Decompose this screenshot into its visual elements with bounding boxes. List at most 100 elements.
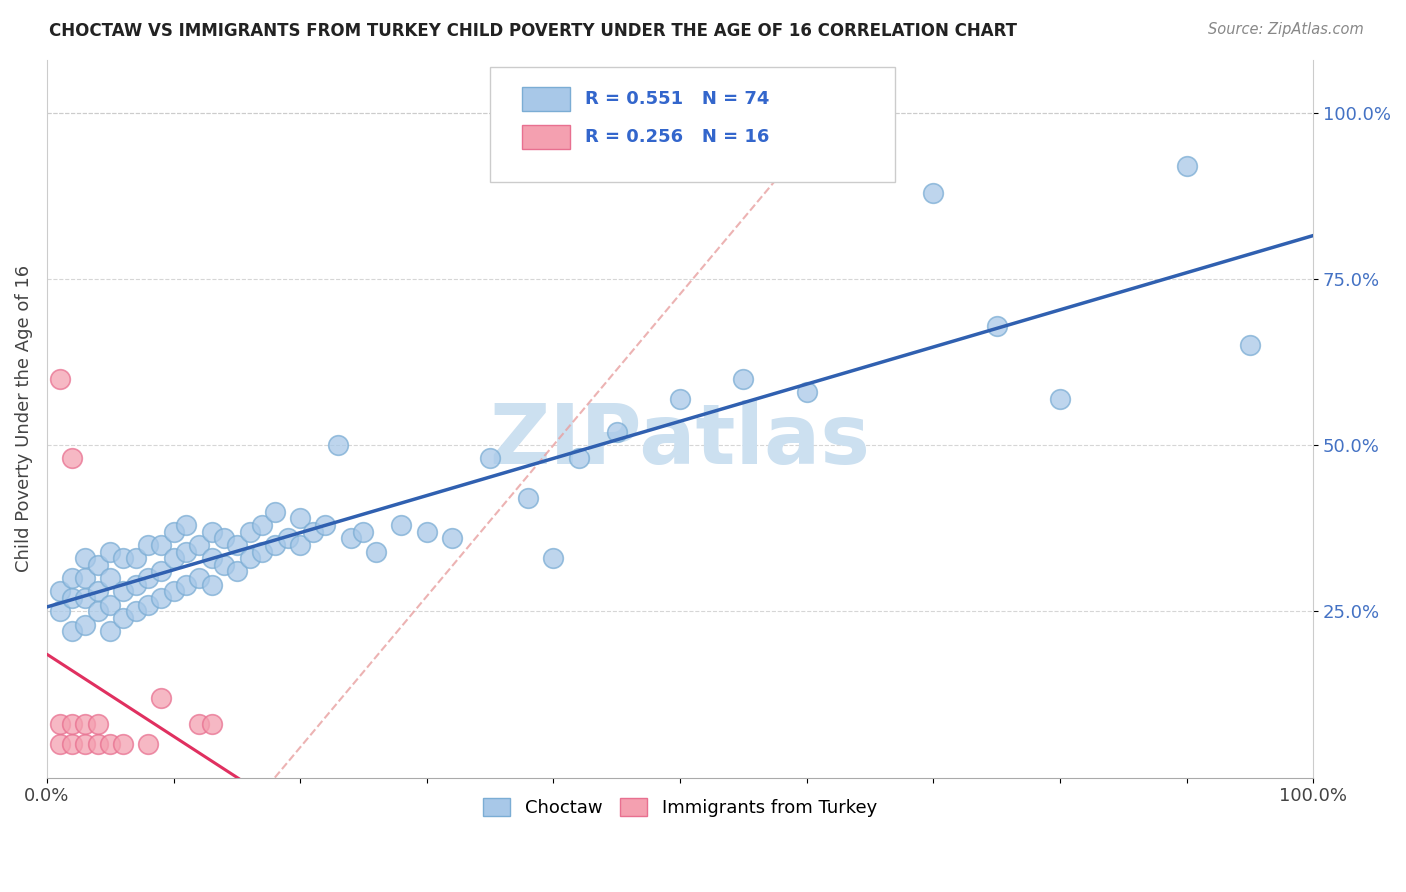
Point [301, 524, 323, 539]
Point [174, 578, 197, 592]
Point [238, 551, 260, 566]
Point [986, 318, 1008, 333]
Point [98, 737, 121, 751]
Point [416, 524, 439, 539]
Text: ZIPatlas: ZIPatlas [489, 400, 870, 481]
Point [606, 425, 628, 439]
Bar [522, 125, 569, 149]
Point [73, 617, 96, 632]
Point [73, 717, 96, 731]
Point [86, 717, 108, 731]
Bar [522, 87, 569, 112]
Point [288, 538, 311, 552]
Point [111, 551, 134, 566]
Point [212, 558, 235, 572]
Text: CHOCTAW VS IMMIGRANTS FROM TURKEY CHILD POVERTY UNDER THE AGE OF 16 CORRELATION : CHOCTAW VS IMMIGRANTS FROM TURKEY CHILD … [49, 22, 1017, 40]
Point [111, 737, 134, 751]
Text: R = 0.551   N = 74: R = 0.551 N = 74 [585, 90, 769, 108]
Point [149, 690, 172, 705]
Point [796, 384, 818, 399]
Point [48, 372, 70, 386]
Y-axis label: Child Poverty Under the Age of 16: Child Poverty Under the Age of 16 [15, 265, 32, 572]
Point [162, 584, 184, 599]
Point [1049, 392, 1071, 406]
Point [124, 604, 146, 618]
Point [162, 551, 184, 566]
Point [174, 544, 197, 558]
Point [200, 578, 222, 592]
Point [60, 737, 83, 751]
Point [136, 737, 159, 751]
Point [250, 544, 273, 558]
Point [136, 538, 159, 552]
Point [60, 591, 83, 605]
Point [149, 591, 172, 605]
Point [60, 624, 83, 639]
Point [86, 604, 108, 618]
Point [391, 518, 413, 533]
Point [136, 571, 159, 585]
Point [288, 511, 311, 525]
Point [353, 524, 375, 539]
Point [48, 717, 70, 731]
Point [1239, 338, 1261, 352]
Point [136, 598, 159, 612]
Point [187, 571, 209, 585]
Point [60, 571, 83, 585]
Point [441, 531, 464, 545]
Point [73, 591, 96, 605]
Point [263, 538, 285, 552]
Point [238, 524, 260, 539]
Point [328, 438, 350, 452]
Point [73, 551, 96, 566]
Point [200, 524, 222, 539]
Point [225, 538, 247, 552]
Point [187, 717, 209, 731]
Point [86, 558, 108, 572]
Point [200, 551, 222, 566]
Point [124, 578, 146, 592]
Point [276, 531, 298, 545]
Point [340, 531, 363, 545]
Point [1175, 159, 1198, 173]
Point [669, 392, 692, 406]
Point [86, 584, 108, 599]
Point [98, 544, 121, 558]
Point [111, 611, 134, 625]
Point [543, 551, 565, 566]
Point [98, 598, 121, 612]
Point [479, 451, 502, 466]
Point [149, 538, 172, 552]
Point [250, 518, 273, 533]
Point [568, 451, 591, 466]
Point [48, 737, 70, 751]
Point [212, 531, 235, 545]
Point [73, 571, 96, 585]
Text: R = 0.256   N = 16: R = 0.256 N = 16 [585, 128, 769, 146]
Point [149, 565, 172, 579]
Point [98, 624, 121, 639]
Point [98, 571, 121, 585]
Point [86, 737, 108, 751]
Point [225, 565, 247, 579]
Point [48, 584, 70, 599]
Text: Source: ZipAtlas.com: Source: ZipAtlas.com [1208, 22, 1364, 37]
Point [174, 518, 197, 533]
Point [517, 491, 540, 506]
Point [922, 186, 945, 200]
Point [60, 717, 83, 731]
Point [111, 584, 134, 599]
Point [366, 544, 388, 558]
Point [124, 551, 146, 566]
Point [60, 451, 83, 466]
Point [162, 524, 184, 539]
Point [200, 717, 222, 731]
FancyBboxPatch shape [491, 67, 896, 182]
Point [263, 505, 285, 519]
Point [187, 538, 209, 552]
Point [48, 604, 70, 618]
Point [315, 518, 337, 533]
Legend: Choctaw, Immigrants from Turkey: Choctaw, Immigrants from Turkey [474, 789, 886, 826]
Point [73, 737, 96, 751]
Point [733, 372, 755, 386]
